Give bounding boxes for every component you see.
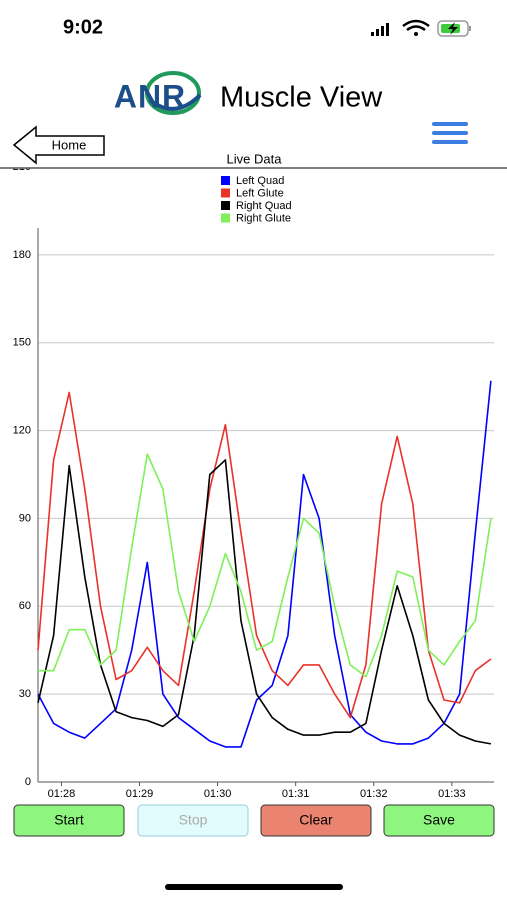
button[interactable] [13,804,125,837]
series-line [37,380,492,748]
x-tick-label: 01:31 [282,788,310,800]
x-tick-label: 01:28 [48,788,76,800]
legend-swatch [221,176,230,185]
logo-text: ANR [114,78,186,114]
back-button[interactable]: Home [12,125,105,165]
button-label: Stop [179,812,208,828]
button[interactable] [260,804,372,837]
status-icons [371,19,471,37]
x-tick-label: 01:29 [126,788,154,800]
chart: 030609012015018021001:2801:2901:3001:310… [0,161,507,800]
y-tick-label: 120 [13,424,31,436]
button-label[interactable]: Clear [299,812,333,828]
x-tick-label: 01:33 [438,788,466,800]
chart-title: Live Data [227,151,283,166]
button[interactable] [383,804,495,837]
logo: ANR [114,71,202,115]
legend-label: Left Quad [236,175,284,187]
legend-background [0,170,507,227]
app-title: Muscle View [220,82,383,114]
y-tick-label: 30 [19,688,31,700]
button-label[interactable]: Save [423,812,455,828]
y-tick-label: 60 [19,600,31,612]
y-tick-label: 90 [19,512,31,524]
series-line [37,459,492,745]
status-time: 9:02 [63,16,103,38]
header: 9:02 ANR Muscle View Home Live Data [0,0,507,169]
legend-swatch [221,188,230,198]
x-tick-label: 01:30 [204,788,232,800]
x-tick-label: 01:32 [360,788,388,800]
legend-label: Right Glute [236,212,291,224]
menu-button[interactable] [432,122,468,144]
legend-label: Right Quad [236,200,292,212]
button [137,804,249,837]
home-indicator [165,884,343,890]
y-tick-label: 180 [13,249,31,261]
footer: Start Stop Clear Save [13,804,495,890]
series-line [38,453,492,678]
legend-label: Left Glute [236,187,284,199]
y-tick-label: 150 [13,337,31,349]
legend-swatch [221,201,230,210]
legend-swatch [221,213,230,223]
y-tick-label: 0 [25,776,31,788]
back-label[interactable]: Home [52,137,87,152]
button-label[interactable]: Start [54,812,84,828]
series-line [37,391,492,719]
